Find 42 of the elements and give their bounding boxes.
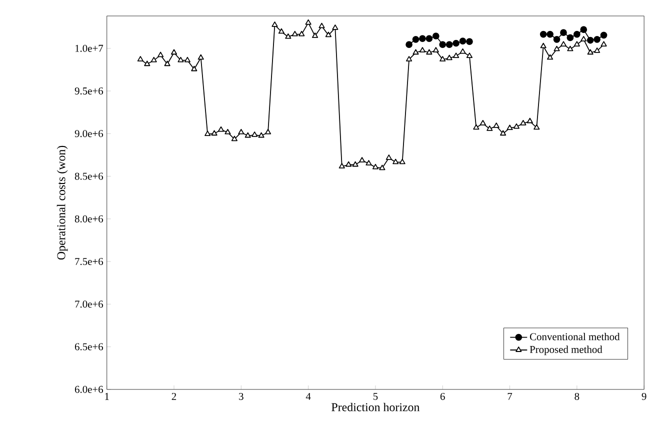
y-tick-label: 8.0e+6	[74, 215, 104, 222]
point	[432, 32, 440, 40]
legend-label: Proposed method	[530, 345, 602, 355]
point	[573, 30, 580, 38]
x-tick-label: 3	[239, 392, 244, 400]
x-tick-label: 6	[440, 392, 445, 400]
point	[419, 34, 426, 42]
point	[412, 36, 420, 43]
y-tick-label: 7.0e+6	[75, 300, 104, 308]
x-tick-label: 1	[105, 392, 109, 400]
x-tick-label: 8	[574, 392, 580, 400]
point	[426, 34, 433, 42]
point	[446, 40, 453, 48]
y-tick-label: 8.5e+6	[74, 172, 104, 180]
point	[580, 26, 588, 33]
y-tick-label: 6.5e+6	[74, 343, 104, 350]
point	[452, 40, 460, 47]
x-tick-label: 9	[642, 392, 646, 400]
point	[406, 40, 412, 48]
point	[560, 28, 567, 36]
x-tick-label: 7	[508, 392, 512, 400]
point	[546, 30, 554, 38]
x-tick-label: 5	[373, 392, 378, 400]
y-axis-title: Operational costs (won)	[56, 146, 68, 260]
point	[594, 36, 600, 43]
legend-label: Conventional method	[530, 332, 620, 340]
point	[566, 34, 574, 41]
y-tick-label: 9.0e+6	[74, 130, 104, 137]
y-tick-label: 6.0e+6	[74, 386, 104, 393]
point	[459, 38, 466, 44]
x-tick-label: 4	[306, 392, 311, 400]
point	[439, 40, 446, 48]
y-tick-label: 9.5e+6	[74, 87, 104, 94]
point	[586, 36, 594, 44]
y-tick-label: 1.0e+7	[75, 44, 104, 52]
point	[553, 36, 560, 43]
point	[600, 32, 608, 38]
x-tick-label: 2	[172, 392, 176, 400]
y-tick-label: 7.5e+6	[75, 258, 104, 265]
point	[466, 38, 473, 45]
x-axis-title: Prediction horizon	[332, 402, 420, 412]
point	[540, 30, 547, 38]
